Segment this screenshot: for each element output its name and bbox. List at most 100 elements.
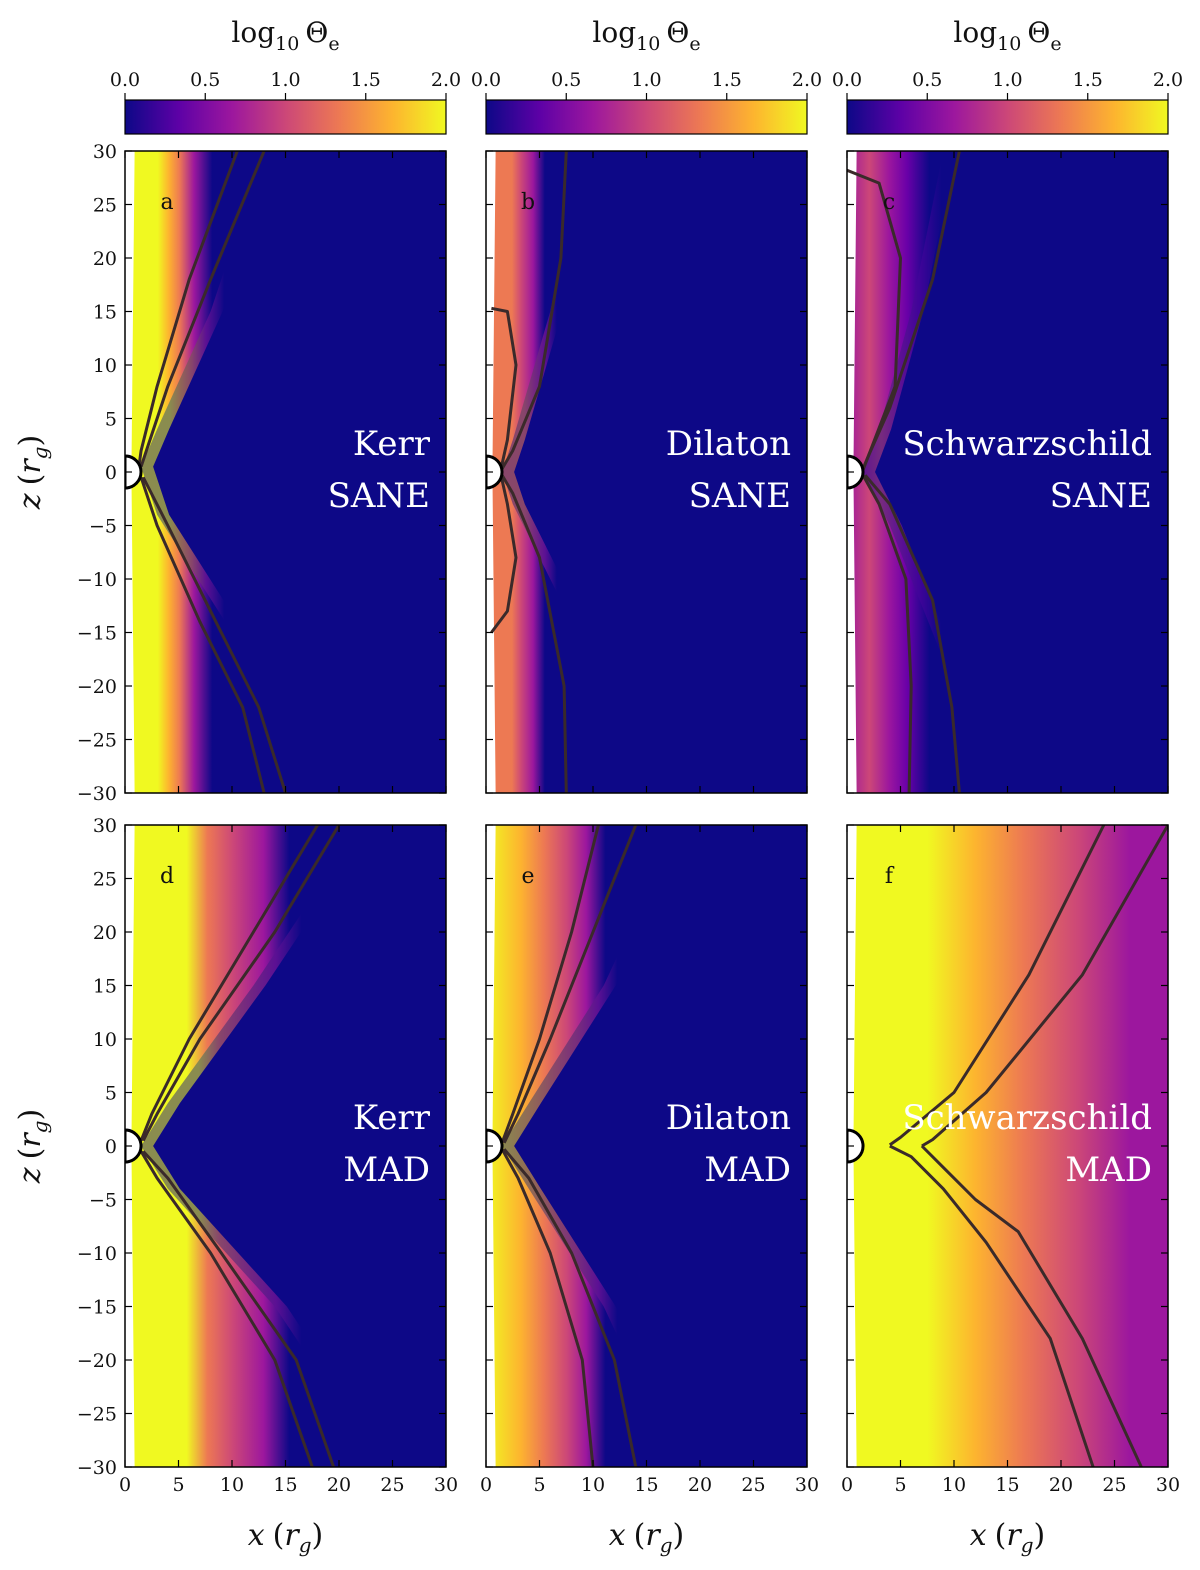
colorbar-tick-label: 1.0 bbox=[992, 69, 1022, 91]
field-line bbox=[137, 151, 239, 467]
colorbar-tick-label: 0.0 bbox=[471, 69, 501, 91]
y-tick-label: 0 bbox=[105, 1136, 117, 1158]
x-tick-label: 5 bbox=[172, 1474, 184, 1496]
field-line bbox=[847, 168, 902, 471]
x-tick-label: 30 bbox=[434, 1474, 458, 1496]
y-tick-label: −30 bbox=[77, 1457, 117, 1479]
colorbar-tick-label: 1.5 bbox=[351, 69, 381, 91]
x-tick-label: 0 bbox=[841, 1474, 853, 1496]
colorbar-tick-label: 0.0 bbox=[110, 69, 140, 91]
colorbar: 0.0 0.5 1.0 1.5 2.0 log10 Θe bbox=[110, 16, 461, 135]
panel-letter: b bbox=[521, 190, 535, 215]
colorbar-tick-label: 1.5 bbox=[1073, 69, 1103, 91]
field-line bbox=[142, 1150, 336, 1467]
colorbar-tick-label: 0.5 bbox=[190, 69, 220, 91]
x-tick-label: 30 bbox=[1156, 1474, 1180, 1496]
plume-region bbox=[125, 825, 382, 1467]
x-tick-label: 10 bbox=[220, 1474, 244, 1496]
field-line bbox=[864, 474, 961, 793]
field-line bbox=[503, 1148, 638, 1467]
mode-label: MAD bbox=[343, 1150, 430, 1190]
mode-label: MAD bbox=[1065, 1150, 1152, 1190]
colorbar-label: log10 Θe bbox=[953, 16, 1061, 55]
panel-a: 30 25 20 15 10 5 0 −5 −10 −15 −20 −25 −30 a Kerr SANE bbox=[77, 141, 447, 805]
colorbar: 0.0 0.5 1.0 1.5 2.0 log10 Θe bbox=[471, 16, 822, 135]
model-label: Kerr bbox=[353, 424, 431, 464]
plume-region bbox=[486, 825, 679, 1467]
horizon bbox=[125, 454, 143, 490]
y-tick-label: 5 bbox=[105, 1083, 117, 1105]
y-tick-label: −15 bbox=[77, 623, 117, 645]
colorbar-tick-label: 0.5 bbox=[912, 69, 942, 91]
field-line bbox=[139, 151, 266, 468]
x-tick-label: 10 bbox=[942, 1474, 966, 1496]
panel-b: b Dilaton SANE bbox=[485, 150, 808, 794]
panel-letter: c bbox=[883, 190, 895, 215]
y-tick-label: −20 bbox=[77, 676, 117, 698]
panel-d: 0 5 10 15 20 25 30 30 25 20 15 10 5 0 −5 −10 −15 −20 −25 −3… bbox=[77, 815, 458, 1496]
field-line bbox=[141, 825, 341, 1142]
panel-letter: e bbox=[521, 864, 534, 889]
colorbar-gradient bbox=[485, 99, 808, 135]
field-line bbox=[500, 474, 568, 793]
x-tick-label: 30 bbox=[795, 1474, 819, 1496]
y-tick-label: 20 bbox=[93, 922, 117, 944]
y-axis-title: z(rg) bbox=[13, 435, 52, 510]
y-tick-label: 5 bbox=[105, 409, 117, 431]
y-tick-label: −5 bbox=[89, 1190, 117, 1212]
y-tick-label: 15 bbox=[93, 976, 117, 998]
plume-region bbox=[486, 151, 604, 793]
field-line bbox=[861, 474, 913, 793]
y-tick-label: −10 bbox=[77, 569, 117, 591]
y-tick-label: −25 bbox=[77, 1404, 117, 1426]
y-tick-label: −30 bbox=[77, 783, 117, 805]
horizon bbox=[486, 1128, 504, 1164]
colorbar-tick-label: 2.0 bbox=[431, 69, 461, 91]
y-tick-label: −15 bbox=[77, 1297, 117, 1319]
field-line bbox=[491, 306, 518, 470]
field-line bbox=[500, 151, 568, 470]
field-line bbox=[500, 825, 600, 1144]
plume-region bbox=[847, 151, 997, 793]
mode-label: SANE bbox=[1050, 476, 1152, 516]
y-tick-label: 25 bbox=[93, 195, 117, 217]
field-line bbox=[502, 825, 638, 1144]
colorbar: 0.0 0.5 1.0 1.5 2.0 log10 Θe bbox=[832, 16, 1183, 135]
panel-e: 0 5 10 15 20 25 30 e Dilaton MAD bbox=[480, 824, 819, 1496]
x-tick-label: 5 bbox=[533, 1474, 545, 1496]
model-label: Dilaton bbox=[666, 1098, 791, 1138]
x-tick-label: 25 bbox=[1102, 1474, 1126, 1496]
panel-c: c Schwarzschild SANE bbox=[846, 150, 1169, 794]
y-tick-label: −25 bbox=[77, 730, 117, 752]
colorbar-tick-label: 2.0 bbox=[792, 69, 822, 91]
y-tick-label: 30 bbox=[93, 815, 117, 837]
x-tick-label: 25 bbox=[741, 1474, 765, 1496]
colorbar-tick-label: 0.5 bbox=[551, 69, 581, 91]
colorbar-tick-label: 1.0 bbox=[270, 69, 300, 91]
field-line bbox=[888, 825, 1106, 1147]
y-tick-label: −5 bbox=[89, 516, 117, 538]
panel-letter: f bbox=[885, 864, 895, 889]
field-line bbox=[139, 476, 266, 793]
horizon bbox=[125, 1128, 143, 1164]
field-line bbox=[490, 474, 518, 634]
field-line bbox=[141, 476, 287, 793]
colorbar-gradient bbox=[124, 99, 447, 135]
mode-label: MAD bbox=[704, 1150, 791, 1190]
x-tick-label: 25 bbox=[380, 1474, 404, 1496]
y-tick-label: −20 bbox=[77, 1350, 117, 1372]
plume-region bbox=[125, 151, 307, 793]
x-tick-label: 0 bbox=[119, 1474, 131, 1496]
x-axis-title: x (rg) bbox=[970, 1518, 1046, 1557]
model-label: Dilaton bbox=[666, 424, 791, 464]
y-tick-label: 15 bbox=[93, 302, 117, 324]
x-tick-label: 15 bbox=[995, 1474, 1019, 1496]
field-line bbox=[139, 825, 319, 1142]
y-tick-label: 0 bbox=[105, 462, 117, 484]
x-axis-title: x (rg) bbox=[609, 1518, 685, 1557]
model-label: Schwarzschild bbox=[902, 424, 1152, 464]
colorbar-tick-label: 0.0 bbox=[832, 69, 862, 91]
field-line bbox=[889, 1144, 1095, 1467]
horizon bbox=[847, 1128, 865, 1164]
